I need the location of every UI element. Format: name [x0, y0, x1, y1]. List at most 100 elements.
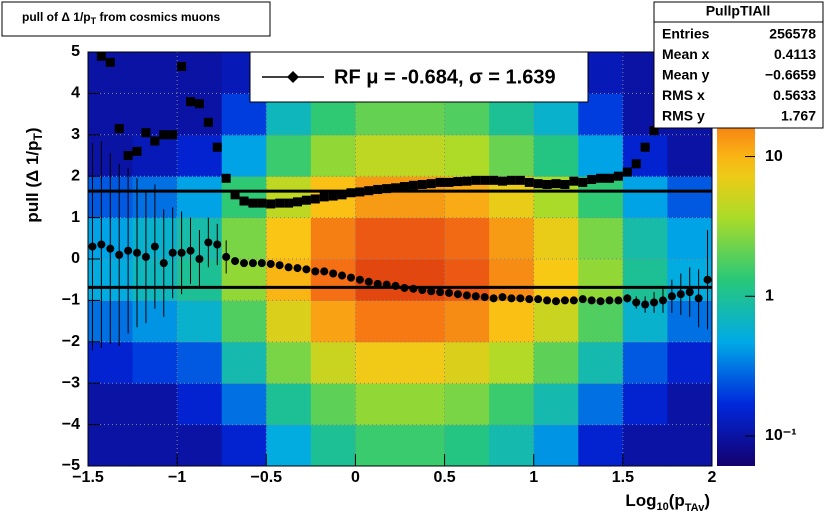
x-axis-label: Log10(pTAv)	[625, 491, 710, 513]
heat-cell	[266, 217, 312, 260]
heat-cell	[578, 217, 624, 260]
heat-cell	[667, 424, 712, 466]
point	[124, 246, 133, 255]
y-tick-label: −1	[62, 292, 80, 309]
y-tick-label: 3	[71, 126, 80, 143]
y-tick-label: 5	[71, 43, 80, 60]
x-tick-label: 1.5	[612, 469, 634, 486]
point	[614, 296, 623, 305]
point	[551, 179, 561, 189]
x-tick-label: 0	[351, 469, 360, 486]
point	[311, 267, 320, 276]
point	[658, 296, 667, 305]
point	[543, 296, 552, 305]
heat-cell	[221, 134, 267, 177]
heat-cell	[355, 341, 401, 384]
point	[524, 177, 534, 187]
point	[257, 259, 266, 268]
point	[301, 195, 311, 205]
point	[105, 57, 115, 67]
heat-cell	[444, 383, 490, 426]
heat-cell	[578, 134, 624, 177]
x-tick-label: −0.5	[250, 469, 282, 486]
point	[133, 248, 142, 257]
heat-cell	[221, 383, 267, 426]
stats-value: 0.4113	[774, 46, 816, 62]
heat-cell	[400, 300, 446, 343]
y-axis-label: pull (Δ 1/pT)	[23, 127, 45, 222]
heat-cell	[177, 52, 223, 94]
point	[453, 177, 463, 187]
point	[489, 175, 499, 185]
x-tick-label: 1	[529, 469, 538, 486]
heat-cell	[667, 176, 712, 219]
heat-cell	[221, 424, 267, 466]
point	[623, 294, 632, 303]
point	[275, 261, 284, 270]
chart-title: pull of Δ 1/pT from cosmics muons	[22, 10, 220, 26]
point	[195, 255, 204, 263]
point	[649, 126, 659, 136]
point	[115, 250, 124, 259]
point	[498, 293, 507, 302]
point	[329, 269, 338, 278]
point	[239, 196, 249, 206]
point	[106, 244, 115, 253]
heat-cell	[355, 300, 401, 343]
point	[640, 142, 650, 152]
point	[177, 61, 187, 71]
point	[150, 242, 159, 251]
point	[587, 296, 596, 305]
heat-cell	[355, 424, 401, 466]
point	[159, 259, 168, 268]
point	[489, 294, 498, 303]
point	[418, 286, 427, 295]
point	[542, 179, 552, 189]
point	[346, 188, 356, 198]
point	[310, 194, 320, 204]
point	[168, 248, 177, 257]
heat-cell	[444, 341, 490, 384]
point	[400, 283, 409, 292]
heat-cell	[578, 341, 624, 384]
heat-cell	[667, 134, 712, 177]
y-tick-label: −3	[62, 374, 80, 391]
heat-cell	[221, 300, 267, 343]
point	[141, 252, 150, 261]
heat-cell	[132, 52, 178, 94]
point	[685, 288, 694, 297]
heat-cell	[310, 341, 356, 384]
point	[221, 173, 231, 183]
point	[186, 97, 196, 107]
heat-cell	[489, 134, 535, 177]
heat-cell	[489, 217, 535, 260]
heat-cell	[132, 93, 178, 136]
point	[552, 297, 560, 306]
point	[604, 173, 614, 183]
point	[569, 176, 579, 186]
point	[507, 294, 516, 303]
point	[319, 192, 329, 202]
heat-cell	[266, 300, 312, 343]
point	[587, 175, 597, 185]
point	[534, 295, 543, 304]
y-tick-label: −2	[62, 333, 80, 350]
heat-cell	[177, 424, 223, 466]
stats-title: PullpTIAll	[706, 3, 771, 19]
stats-value: 256578	[769, 26, 816, 42]
point	[578, 177, 588, 187]
stats-label: Mean y	[662, 67, 710, 83]
point	[560, 179, 570, 189]
stats-label: RMS y	[662, 108, 705, 124]
point	[114, 124, 124, 134]
point	[613, 171, 623, 181]
x-tick-label: 0.5	[433, 469, 455, 486]
y-tick-label: −5	[62, 457, 80, 474]
point	[293, 264, 302, 273]
heat-cell	[533, 259, 579, 301]
heat-cell	[88, 93, 134, 136]
heat-cell	[132, 383, 178, 426]
heat-cell	[400, 341, 446, 384]
point	[427, 287, 436, 296]
